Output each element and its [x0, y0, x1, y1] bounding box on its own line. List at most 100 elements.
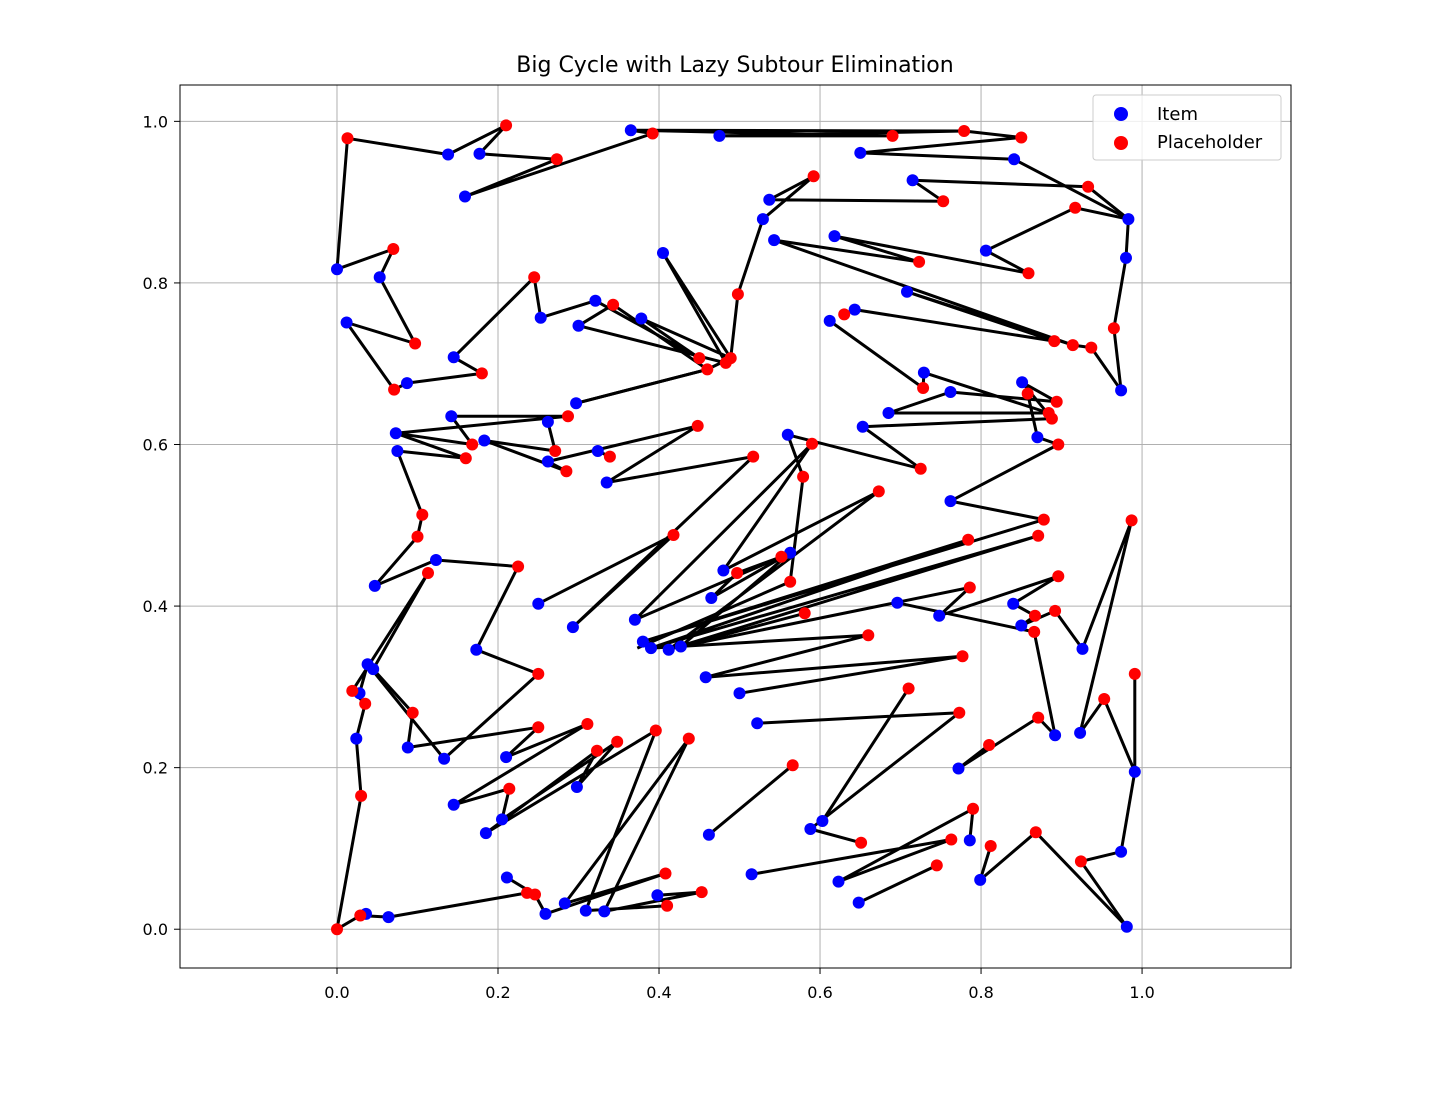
placeholder-point [1049, 604, 1062, 617]
placeholder-point [731, 288, 744, 301]
item-point [952, 762, 965, 775]
tour-segment [821, 687, 910, 822]
item-point [1016, 376, 1029, 389]
item-point [331, 263, 343, 276]
item-point [1049, 729, 1062, 742]
item-point [979, 244, 992, 257]
item-point [438, 752, 451, 765]
placeholder-point [411, 530, 424, 543]
item-point [600, 476, 613, 489]
placeholder-point [917, 382, 930, 394]
placeholder-point [682, 732, 695, 745]
placeholder-point [798, 607, 811, 620]
placeholder-point [466, 438, 479, 451]
placeholder-point [956, 650, 969, 663]
legend-marker-item [1114, 107, 1128, 121]
item-point [430, 554, 442, 566]
legend-label-item: Item [1157, 104, 1198, 125]
data-points [331, 119, 1141, 936]
item-point [1120, 251, 1132, 264]
placeholder-point [528, 271, 541, 284]
placeholder-point [962, 533, 975, 546]
y-tick-label: 0.8 [143, 274, 168, 293]
item-point [662, 643, 675, 656]
placeholder-point [806, 437, 818, 450]
tour-segment [978, 830, 1129, 929]
item-point [591, 445, 604, 457]
placeholder-point [503, 782, 516, 795]
item-point [572, 319, 585, 332]
placeholder-point [646, 127, 659, 140]
placeholder-point [1032, 711, 1045, 724]
placeholder-point [695, 886, 708, 899]
item-point [1076, 642, 1089, 655]
placeholder-point [409, 337, 422, 350]
item-point [768, 234, 781, 247]
item-point [651, 889, 664, 902]
placeholder-point [913, 255, 926, 268]
item-point [373, 271, 386, 284]
placeholder-point [983, 739, 996, 751]
item-point [963, 834, 976, 847]
placeholder-point [1050, 395, 1063, 408]
item-point [367, 663, 380, 676]
item-point [635, 312, 648, 325]
placeholder-point [967, 802, 979, 815]
item-point [645, 642, 657, 655]
placeholder-point [1022, 267, 1035, 280]
placeholder-point [953, 706, 966, 719]
y-tick-label: 1.0 [143, 112, 168, 131]
placeholder-point [591, 744, 603, 757]
item-point [500, 751, 513, 764]
placeholder-point [562, 410, 574, 423]
item-point [848, 303, 861, 316]
placeholder-point [1052, 438, 1065, 451]
item-point [674, 640, 687, 653]
placeholder-point [775, 550, 788, 563]
placeholder-point [930, 859, 943, 872]
item-point [473, 147, 486, 160]
y-tick-label: 0.0 [143, 920, 168, 939]
item-point [901, 285, 913, 298]
item-point [974, 873, 987, 886]
item-point [479, 827, 492, 840]
x-tick-label: 0.2 [485, 983, 510, 1002]
placeholder-point [719, 356, 732, 369]
item-point [933, 609, 946, 622]
item-point [598, 905, 611, 918]
item-point [763, 193, 776, 206]
placeholder-point [359, 697, 372, 710]
placeholder-point [560, 465, 573, 478]
item-point [558, 897, 571, 910]
item-point [745, 868, 758, 881]
placeholder-point [945, 833, 958, 846]
item-point [391, 445, 404, 457]
item-point [713, 129, 726, 142]
item-point [1115, 845, 1128, 858]
item-point [541, 455, 554, 468]
placeholder-point [784, 575, 797, 588]
x-tick-label: 0.8 [968, 983, 993, 1002]
placeholder-point [500, 119, 513, 132]
placeholder-point [1045, 412, 1058, 425]
placeholder-point [331, 923, 343, 936]
item-point [389, 427, 402, 440]
placeholder-point [581, 718, 594, 730]
tour-segment [858, 129, 1130, 392]
placeholder-point [603, 450, 616, 463]
item-point [340, 316, 353, 329]
item-point [382, 911, 395, 924]
placeholder-point [701, 363, 714, 376]
placeholder-point [862, 629, 875, 642]
placeholder-point [1048, 335, 1061, 348]
item-point [702, 828, 715, 841]
item-point [368, 579, 381, 592]
item-point [1074, 726, 1087, 739]
item-point [816, 815, 829, 827]
placeholder-point [1028, 625, 1041, 638]
tour-segment [680, 611, 806, 648]
item-point [579, 904, 592, 917]
placeholder-point [1052, 570, 1065, 583]
item-point [1015, 619, 1028, 632]
y-axis-ticks: 0.0 0.2 0.4 0.6 0.8 1.0 [143, 112, 180, 939]
